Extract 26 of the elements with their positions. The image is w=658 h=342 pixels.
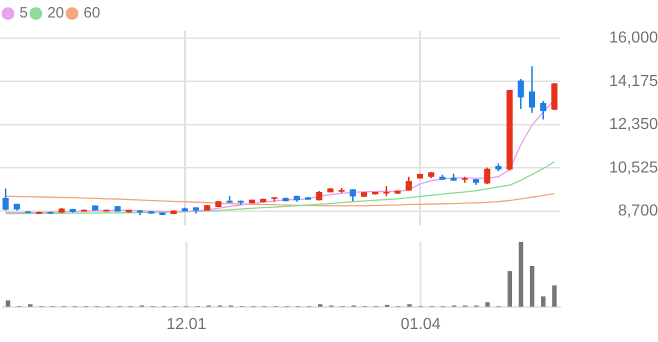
- legend-label: 5: [20, 4, 28, 22]
- bar: [541, 296, 546, 307]
- candlestick: [518, 78, 524, 110]
- bar: [552, 285, 557, 307]
- y-tick-label: 14,175: [609, 72, 658, 90]
- bar: [530, 266, 534, 307]
- legend-label: 20: [47, 4, 64, 22]
- legend-label: 60: [84, 4, 100, 22]
- candlestick: [350, 188, 356, 202]
- candlestick: [406, 176, 412, 192]
- x-tick-label: 12.01: [166, 316, 207, 333]
- bar: [508, 271, 512, 307]
- y-tick-label: 8,700: [618, 202, 658, 220]
- y-tick-label: 12,350: [609, 116, 658, 134]
- candlestick: [528, 66, 536, 114]
- y-tick-label: 16,000: [609, 30, 658, 47]
- candlestick: [2, 188, 9, 212]
- x-tick-label: 01.04: [400, 316, 441, 333]
- bar: [28, 304, 33, 307]
- candlestick: [383, 185, 390, 197]
- bar: [518, 242, 524, 307]
- candlestick: [484, 166, 490, 185]
- y-tick-label: 10,525: [609, 159, 658, 176]
- bar: [407, 304, 412, 307]
- candlestick: [540, 100, 546, 120]
- bar: [318, 304, 322, 307]
